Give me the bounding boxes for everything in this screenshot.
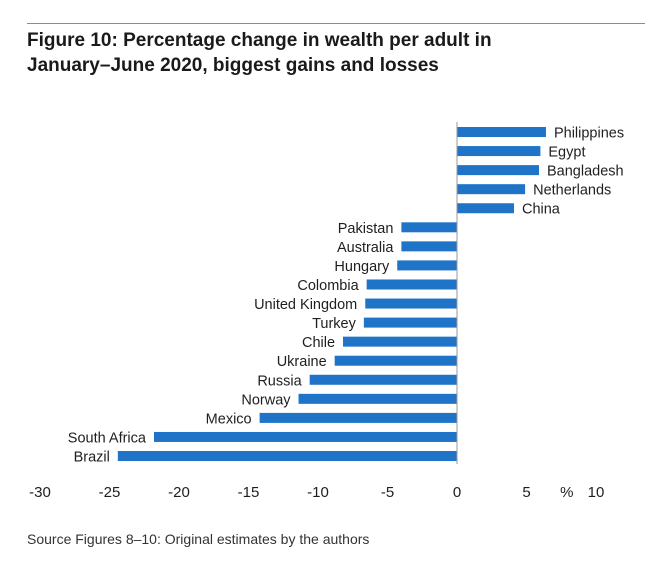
- chart-title-line-1: Figure 10: Percentage change in wealth p…: [27, 30, 492, 51]
- bar-south-africa: [153, 431, 458, 442]
- x-axis-unit-label: %: [560, 484, 573, 501]
- bar-mexico: [259, 412, 457, 423]
- bar-netherlands: [457, 184, 526, 195]
- bar-label-mexico: Mexico: [206, 411, 252, 427]
- x-tick-label: 5: [522, 484, 530, 501]
- bar-label-bangladesh: Bangladesh: [547, 164, 624, 180]
- bar-label-philippines: Philippines: [554, 126, 624, 142]
- bar-philippines: [457, 127, 546, 137]
- source-note: Source Figures 8–10: Original estimates …: [27, 531, 370, 547]
- x-tick-label: 10: [588, 484, 605, 501]
- bar-label-turkey: Turkey: [312, 316, 357, 332]
- chart-title-line-2: January–June 2020, biggest gains and los…: [27, 55, 439, 76]
- top-rule: [27, 23, 645, 24]
- bar-egypt: [457, 146, 541, 157]
- bar-ukraine: [334, 355, 457, 366]
- bar-norway: [298, 393, 457, 404]
- x-tick-label: -30: [29, 484, 51, 501]
- bar-bangladesh: [457, 165, 540, 176]
- bar-label-australia: Australia: [337, 240, 394, 256]
- x-tick-label: -25: [99, 484, 121, 501]
- x-tick-label: -5: [381, 484, 394, 501]
- bar-label-netherlands: Netherlands: [533, 183, 611, 199]
- chart-title: Figure 10: Percentage change in wealth p…: [27, 28, 637, 78]
- bar-label-norway: Norway: [241, 392, 291, 408]
- bar-label-china: China: [522, 202, 561, 218]
- bar-label-chile: Chile: [302, 335, 335, 351]
- bar-label-egypt: Egypt: [548, 145, 585, 161]
- bar-chart: Philippines Egypt Bangladesh Netherlands Chi…: [29, 122, 624, 501]
- x-tick-label: -15: [238, 484, 260, 501]
- bar-label-ukraine: Ukraine: [277, 354, 327, 370]
- bar-united-kingdom: [365, 298, 457, 309]
- bar-label-south-africa: South Africa: [68, 430, 147, 446]
- bar-australia: [401, 241, 457, 252]
- bar-pakistan: [401, 222, 457, 233]
- bar-china: [457, 203, 514, 214]
- bar-label-russia: Russia: [257, 373, 302, 389]
- bar-chile: [343, 336, 457, 347]
- x-tick-label: 0: [453, 484, 461, 501]
- bar-colombia: [366, 279, 457, 290]
- bar-label-pakistan: Pakistan: [338, 221, 394, 237]
- bar-turkey: [363, 317, 457, 328]
- x-tick-label: -10: [307, 484, 329, 501]
- bar-hungary: [397, 260, 457, 271]
- bar-label-united-kingdom: United Kingdom: [254, 297, 357, 313]
- bar-label-brazil: Brazil: [74, 450, 110, 466]
- bar-label-colombia: Colombia: [297, 278, 359, 294]
- bar-russia: [309, 374, 457, 385]
- bar-label-hungary: Hungary: [334, 259, 390, 275]
- bar-brazil: [117, 451, 457, 462]
- x-tick-label: -20: [168, 484, 190, 501]
